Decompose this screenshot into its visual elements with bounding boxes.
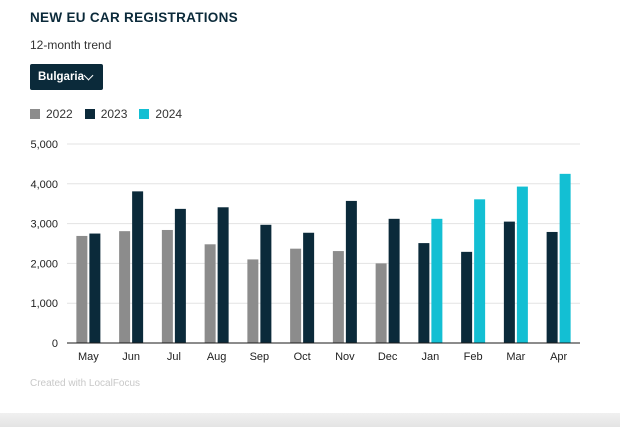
bar-2023-nov xyxy=(345,200,357,343)
bar-chart: 0 1,000 2,000 3,000 4,000 5,000 May Jun Jul Aug Se… xyxy=(30,139,580,363)
bar-2022-nov xyxy=(332,251,344,343)
legend-label-2023: 2023 xyxy=(100,107,128,121)
bar-2022-may xyxy=(76,235,88,343)
bar-2022-aug xyxy=(204,244,216,343)
x-tick-label: May xyxy=(78,351,99,363)
x-tick-label: Sep xyxy=(250,351,270,363)
bar-2023-mar xyxy=(503,221,515,343)
legend-item-2022: 2022 xyxy=(30,107,73,121)
x-tick-label: Jan xyxy=(422,351,440,363)
x-tick-label: Oct xyxy=(294,351,311,363)
bar-2024-feb xyxy=(474,199,486,343)
legend-swatch-2023 xyxy=(84,109,95,119)
bar-2022-oct xyxy=(290,248,302,343)
x-tick-label: Apr xyxy=(550,351,567,363)
bar-2023-apr xyxy=(546,231,558,343)
bar-2022-dec xyxy=(375,263,387,343)
legend-label-2024: 2024 xyxy=(155,107,183,121)
credit-text: Created with LocalFocus xyxy=(30,378,141,389)
bar-2023-feb xyxy=(461,251,473,343)
x-tick-label: Aug xyxy=(207,351,227,363)
bar-2022-sep xyxy=(247,259,259,343)
bar-2022-jul xyxy=(161,229,173,343)
bar-2024-apr xyxy=(559,173,571,343)
x-tick-label: Nov xyxy=(335,351,355,363)
bar-2023-oct xyxy=(303,232,315,343)
bar-2024-jan xyxy=(431,218,443,343)
x-tick-label: Feb xyxy=(464,351,483,363)
bar-2023-sep xyxy=(260,224,272,343)
y-tick-label: 1,000 xyxy=(30,298,58,310)
legend-item-2024: 2024 xyxy=(139,107,182,121)
x-tick-label: Jun xyxy=(122,351,140,363)
bar-2023-jun xyxy=(132,191,144,343)
y-tick-label: 0 xyxy=(52,338,58,350)
chart-subtitle: 12-month trend xyxy=(30,38,112,52)
legend-swatch-2024 xyxy=(139,109,150,119)
bar-2023-dec xyxy=(388,218,400,343)
bar-2023-may xyxy=(89,233,101,343)
country-dropdown[interactable]: Bulgaria xyxy=(30,64,103,90)
page-title: NEW EU CAR REGISTRATIONS xyxy=(30,10,238,25)
y-tick-label: 4,000 xyxy=(30,179,58,191)
x-tick-label: Jul xyxy=(167,351,181,363)
y-tick-label: 3,000 xyxy=(30,219,58,231)
legend-item-2023: 2023 xyxy=(84,107,128,121)
x-tick-label: Dec xyxy=(378,351,398,363)
y-tick-label: 2,000 xyxy=(30,258,58,270)
bar-2023-jan xyxy=(418,243,430,343)
x-tick-label: Mar xyxy=(506,351,525,363)
bar-2023-jul xyxy=(174,208,186,343)
chart-legend: 2022 2023 2024 xyxy=(30,107,194,121)
legend-swatch-2022 xyxy=(30,109,40,119)
country-dropdown-value: Bulgaria xyxy=(38,71,85,83)
bar-2024-mar xyxy=(516,186,528,343)
footer-bar xyxy=(0,413,620,427)
bar-2023-aug xyxy=(217,207,229,343)
y-tick-label: 5,000 xyxy=(30,139,58,151)
bar-2022-jun xyxy=(119,231,131,343)
legend-label-2022: 2022 xyxy=(46,107,73,121)
